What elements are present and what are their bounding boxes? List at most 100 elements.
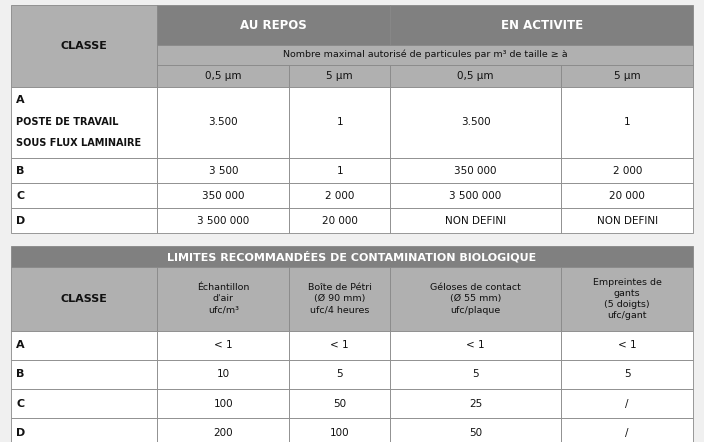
Bar — [390, 267, 561, 331]
Bar — [561, 389, 693, 418]
Bar — [561, 267, 693, 331]
Bar — [561, 65, 693, 87]
Text: 3 500: 3 500 — [208, 166, 238, 176]
Text: AU REPOS: AU REPOS — [241, 19, 307, 31]
Bar — [561, 360, 693, 389]
Text: 2 000: 2 000 — [325, 191, 354, 201]
Text: CLASSE: CLASSE — [61, 294, 108, 304]
Text: D: D — [16, 216, 25, 225]
Bar — [289, 87, 390, 158]
Text: /: / — [625, 428, 629, 438]
Text: 100: 100 — [330, 428, 349, 438]
Text: A: A — [16, 95, 25, 105]
Bar — [158, 389, 289, 418]
Bar — [11, 87, 158, 158]
Bar — [158, 87, 289, 158]
Text: < 1: < 1 — [214, 340, 232, 350]
Text: EN ACTIVITE: EN ACTIVITE — [501, 19, 583, 31]
Text: D: D — [16, 428, 25, 438]
Text: LIMITES RECOMMANDÉES DE CONTAMINATION BIOLOGIQUE: LIMITES RECOMMANDÉES DE CONTAMINATION BI… — [168, 251, 536, 263]
Bar — [390, 360, 561, 389]
Text: POSTE DE TRAVAIL: POSTE DE TRAVAIL — [16, 117, 119, 127]
Text: 350 000: 350 000 — [454, 166, 497, 176]
Text: CLASSE: CLASSE — [61, 41, 108, 51]
Text: 50: 50 — [469, 428, 482, 438]
Text: NON DEFINI: NON DEFINI — [596, 216, 658, 225]
Bar — [11, 158, 158, 183]
Text: B: B — [16, 166, 25, 176]
Bar — [158, 418, 289, 442]
Bar — [158, 208, 289, 233]
Bar — [390, 5, 693, 45]
Text: 50: 50 — [333, 399, 346, 408]
Text: Empreintes de
gants
(5 doigts)
ufc/gant: Empreintes de gants (5 doigts) ufc/gant — [593, 278, 662, 320]
Bar — [11, 418, 158, 442]
Bar — [561, 183, 693, 208]
Bar — [289, 267, 390, 331]
Text: 3 500 000: 3 500 000 — [197, 216, 249, 225]
Bar — [11, 5, 158, 87]
Bar — [289, 418, 390, 442]
Text: 20 000: 20 000 — [609, 191, 645, 201]
Text: 3 500 000: 3 500 000 — [449, 191, 502, 201]
Text: 5 µm: 5 µm — [327, 71, 353, 80]
Bar — [158, 360, 289, 389]
Text: < 1: < 1 — [330, 340, 349, 350]
Text: 20 000: 20 000 — [322, 216, 358, 225]
Bar — [158, 5, 390, 45]
Text: Échantillon
d'air
ufc/m³: Échantillon d'air ufc/m³ — [197, 283, 249, 315]
Text: 350 000: 350 000 — [202, 191, 244, 201]
Bar — [390, 418, 561, 442]
Bar — [289, 158, 390, 183]
Text: Nombre maximal autorisé de particules par m³ de taille ≥ à: Nombre maximal autorisé de particules pa… — [283, 50, 567, 60]
Text: 200: 200 — [213, 428, 233, 438]
Bar — [158, 183, 289, 208]
Bar — [11, 389, 158, 418]
Text: 100: 100 — [213, 399, 233, 408]
Bar — [11, 246, 693, 267]
Bar — [289, 360, 390, 389]
Bar — [289, 389, 390, 418]
Bar — [289, 331, 390, 360]
Bar — [390, 87, 561, 158]
Text: 5: 5 — [472, 370, 479, 379]
Text: 2 000: 2 000 — [612, 166, 642, 176]
Text: C: C — [16, 399, 25, 408]
Bar — [11, 360, 158, 389]
Bar — [158, 267, 289, 331]
Bar — [390, 158, 561, 183]
Text: A: A — [16, 340, 25, 350]
Text: 25: 25 — [469, 399, 482, 408]
Bar — [561, 331, 693, 360]
Text: 5 µm: 5 µm — [614, 71, 641, 80]
Bar — [158, 65, 289, 87]
Bar — [561, 208, 693, 233]
Text: C: C — [16, 191, 25, 201]
Bar — [561, 87, 693, 158]
Text: /: / — [625, 399, 629, 408]
Text: Boîte de Pétri
(Ø 90 mm)
ufc/4 heures: Boîte de Pétri (Ø 90 mm) ufc/4 heures — [308, 283, 372, 315]
Text: 5: 5 — [624, 370, 631, 379]
Bar — [289, 208, 390, 233]
Text: NON DEFINI: NON DEFINI — [445, 216, 506, 225]
Text: < 1: < 1 — [466, 340, 485, 350]
Bar — [390, 183, 561, 208]
Bar — [158, 158, 289, 183]
Bar — [561, 418, 693, 442]
Bar — [390, 389, 561, 418]
Text: 3.500: 3.500 — [208, 118, 238, 127]
Bar — [158, 331, 289, 360]
Bar — [11, 183, 158, 208]
Bar — [289, 183, 390, 208]
Text: < 1: < 1 — [618, 340, 636, 350]
Bar — [11, 267, 158, 331]
Bar — [390, 65, 561, 87]
Bar — [158, 45, 693, 65]
Text: 1: 1 — [337, 166, 343, 176]
Text: 1: 1 — [624, 118, 631, 127]
Text: 3.500: 3.500 — [461, 118, 491, 127]
Text: Géloses de contact
(Ø 55 mm)
ufc/plaque: Géloses de contact (Ø 55 mm) ufc/plaque — [430, 283, 521, 315]
Bar — [289, 65, 390, 87]
Bar — [390, 208, 561, 233]
Text: 1: 1 — [337, 118, 343, 127]
